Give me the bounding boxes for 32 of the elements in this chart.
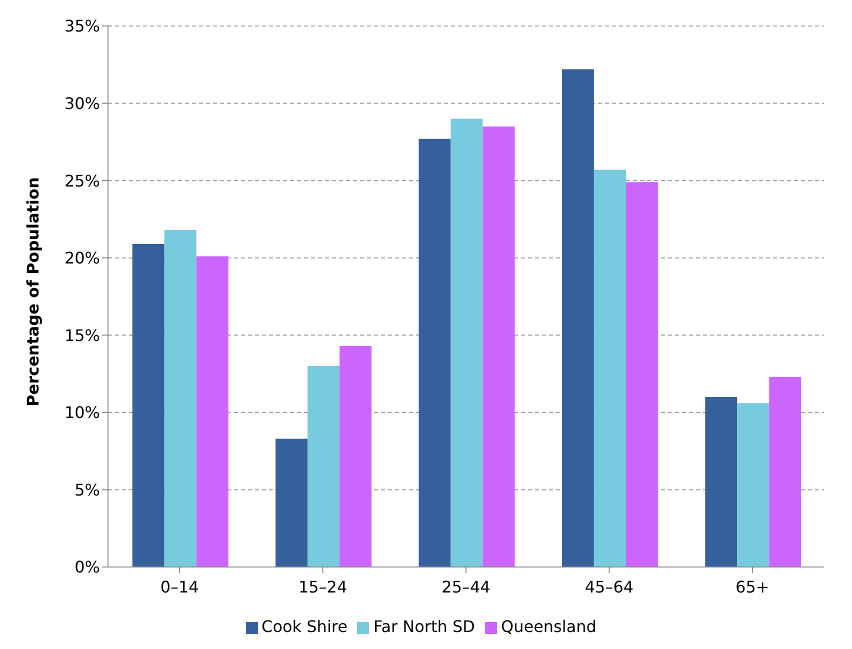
bar <box>276 438 308 567</box>
y-tick-label: 30% <box>64 94 100 113</box>
x-tick-label: 0–14 <box>160 577 199 596</box>
bar <box>418 138 451 567</box>
y-tick-label: 25% <box>64 171 100 190</box>
y-tick-label: 10% <box>64 403 100 422</box>
x-tick-label: 45–64 <box>584 577 634 596</box>
bar <box>769 376 802 567</box>
bar <box>450 118 483 567</box>
bar <box>737 403 770 567</box>
bar <box>594 170 626 567</box>
bar <box>562 69 594 567</box>
x-tick-label: 65+ <box>736 577 770 596</box>
bar <box>164 230 196 567</box>
y-tick-label: 20% <box>64 248 100 268</box>
legend-label: Far North SD <box>373 617 475 636</box>
y-tick-label: 35% <box>64 16 100 36</box>
y-tick-label: 0% <box>74 558 100 577</box>
x-tick-label: 15–24 <box>298 577 348 596</box>
y-tick-label: 5% <box>74 480 100 500</box>
bar <box>340 346 372 567</box>
x-tick-label: 25–44 <box>442 577 490 596</box>
bar <box>132 244 164 567</box>
bar <box>626 182 658 567</box>
bar <box>482 126 515 567</box>
legend-label: Queensland <box>500 617 596 636</box>
y-tick-label: 15% <box>64 326 100 345</box>
y-axis-title: Percentage of Population <box>24 177 43 406</box>
bar <box>308 366 340 567</box>
bar <box>705 396 738 567</box>
legend-label: Cook Shire <box>262 617 348 636</box>
bar <box>196 256 228 567</box>
